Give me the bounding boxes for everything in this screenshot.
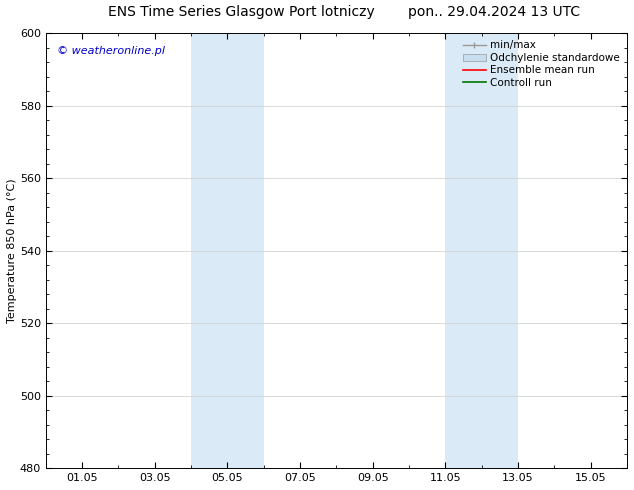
Legend: min/max, Odchylenie standardowe, Ensemble mean run, Controll run: min/max, Odchylenie standardowe, Ensembl… <box>461 38 622 90</box>
Text: pon.. 29.04.2024 13 UTC: pon.. 29.04.2024 13 UTC <box>408 5 581 19</box>
Bar <box>191 33 264 468</box>
Y-axis label: Temperature 850 hPa (°C): Temperature 850 hPa (°C) <box>7 178 17 323</box>
Text: © weatheronline.pl: © weatheronline.pl <box>58 46 165 56</box>
Bar <box>446 33 518 468</box>
Text: ENS Time Series Glasgow Port lotniczy: ENS Time Series Glasgow Port lotniczy <box>108 5 374 19</box>
